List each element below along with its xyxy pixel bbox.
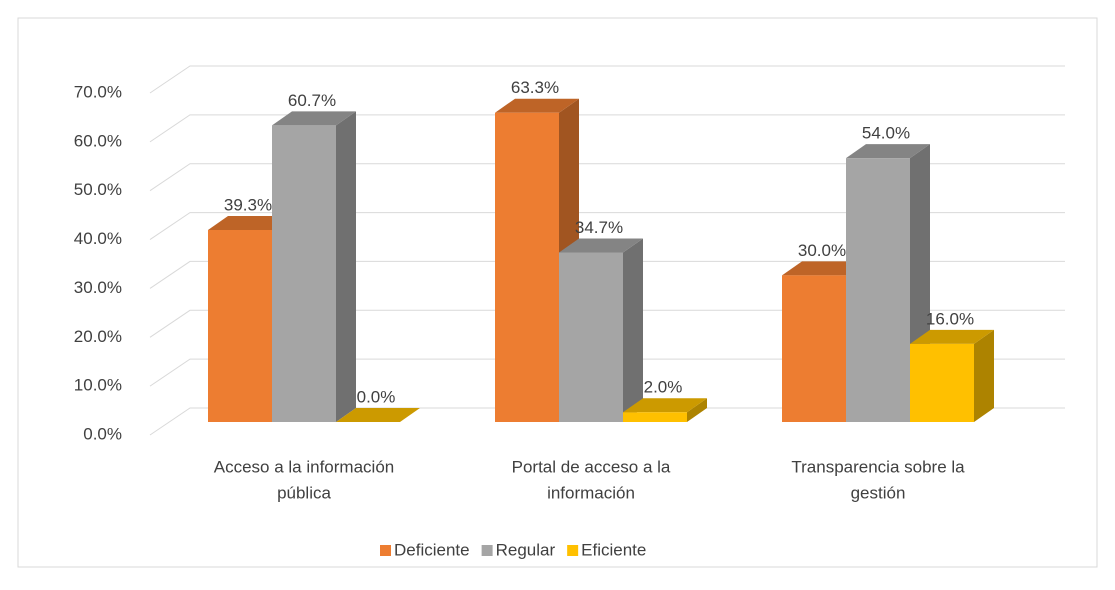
data-label: 60.7% (288, 91, 336, 110)
y-tick-label: 10.0% (74, 376, 122, 395)
bar-face (623, 238, 643, 422)
bar-face (782, 275, 846, 422)
x-tick-label: pública (277, 483, 331, 502)
legend-label: Regular (496, 540, 556, 559)
y-tick-label: 0.0% (83, 424, 122, 443)
grid-line (149, 163, 1065, 192)
data-label: 2.0% (644, 378, 683, 397)
x-tick-label: Transparencia sobre la (791, 457, 965, 476)
grid-line (149, 407, 1065, 436)
bar-face (846, 144, 930, 159)
data-label: 54.0% (862, 124, 910, 143)
bar-face (910, 343, 974, 422)
y-tick-label: 40.0% (74, 229, 122, 248)
y-tick-label: 50.0% (74, 180, 122, 199)
grid-line (149, 65, 1065, 94)
bar-face (687, 398, 707, 422)
bar-face (910, 329, 994, 344)
data-label: 16.0% (926, 309, 974, 328)
bar-face (623, 398, 707, 413)
legend-label: Deficiente (394, 540, 470, 559)
x-tick-label: Portal de acceso a la (512, 457, 671, 476)
data-label: 30.0% (798, 241, 846, 260)
grid-line (149, 114, 1065, 143)
bar (336, 408, 420, 422)
bar-face (336, 111, 356, 423)
x-tick-label: gestión (851, 483, 906, 502)
bar-face (623, 412, 687, 422)
bar-face (974, 329, 994, 422)
data-label: 63.3% (511, 78, 559, 97)
bar-face (782, 261, 866, 276)
bar (910, 329, 994, 422)
bar-face (495, 112, 559, 422)
bar-face (495, 98, 579, 113)
bar-face (336, 408, 420, 422)
grid-line (149, 309, 1065, 338)
legend-swatch (567, 545, 579, 556)
bar (623, 398, 707, 422)
bar-face (208, 215, 292, 230)
bar (272, 111, 356, 423)
bar-face (846, 158, 910, 422)
grid-line (149, 358, 1065, 387)
grid-line (149, 212, 1065, 240)
y-tick-label: 60.0% (74, 131, 122, 150)
data-label: 34.7% (575, 218, 623, 237)
y-tick-label: 70.0% (74, 82, 122, 101)
x-tick-label: información (547, 483, 635, 502)
legend-swatch (380, 545, 391, 556)
data-label: 39.3% (224, 195, 272, 214)
legend-label: Eficiente (581, 540, 646, 559)
x-tick-label: Acceso a la información (214, 457, 394, 476)
bar-face (208, 229, 272, 422)
bar-face (272, 111, 356, 126)
y-tick-label: 20.0% (74, 327, 122, 346)
legend-swatch (481, 545, 493, 556)
grid-line (149, 260, 1065, 289)
bar-face (559, 238, 643, 253)
y-tick-label: 30.0% (74, 278, 122, 297)
data-label: 0.0% (357, 387, 396, 406)
bar-face (272, 125, 336, 423)
bar-face (559, 252, 623, 422)
bar (559, 238, 643, 422)
